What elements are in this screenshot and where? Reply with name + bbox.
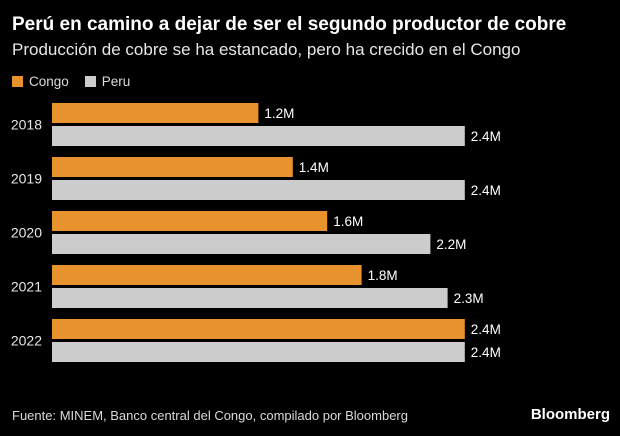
data-label-peru-2022: 2.4M (471, 345, 501, 360)
legend-label-peru: Peru (101, 74, 131, 89)
data-label-congo-2021: 1.8M (368, 268, 398, 283)
chart-title: Perú en camino a dejar de ser el segundo… (12, 14, 567, 35)
legend-item-peru: Peru (84, 74, 131, 89)
data-label-congo-2020: 1.6M (333, 214, 363, 229)
bar-peru-2020 (52, 234, 431, 254)
legend-item-congo: Congo (12, 74, 69, 89)
source-note: Fuente: MINEM, Banco central del Congo, … (12, 408, 408, 423)
legend: Congo Peru (12, 74, 146, 89)
data-label-peru-2021: 2.3M (454, 291, 484, 306)
bar-congo-2021 (52, 265, 362, 285)
bar-congo-2019 (52, 157, 293, 177)
bar-congo-2018 (52, 103, 259, 123)
year-label-2020: 2020 (11, 225, 42, 241)
legend-swatch-peru (84, 76, 96, 87)
bar-peru-2018 (52, 126, 465, 146)
data-label-peru-2019: 2.4M (471, 183, 501, 198)
year-label-2019: 2019 (11, 171, 42, 187)
bar-peru-2019 (52, 180, 465, 200)
year-label-2021: 2021 (11, 279, 42, 295)
chart-subtitle: Producción de cobre se ha estancado, per… (12, 40, 521, 59)
data-label-congo-2018: 1.2M (264, 106, 294, 121)
bloomberg-logo: Bloomberg (530, 406, 610, 423)
year-label-2018: 2018 (11, 117, 42, 133)
data-label-peru-2018: 2.4M (471, 129, 501, 144)
bar-congo-2020 (52, 211, 328, 231)
legend-swatch-congo (12, 76, 23, 87)
bar-peru-2021 (52, 288, 448, 308)
bar-peru-2022 (52, 342, 465, 362)
data-label-congo-2022: 2.4M (471, 322, 501, 337)
bar-chart: 2018 1.2M 2.4M 2019 1.4M 2.4M 2020 1.6M 2.2M 2021… (11, 103, 501, 362)
data-label-congo-2019: 1.4M (299, 160, 329, 175)
year-label-2022: 2022 (11, 333, 42, 349)
bar-congo-2022 (52, 319, 465, 339)
legend-label-congo: Congo (29, 74, 69, 89)
data-label-peru-2020: 2.2M (436, 237, 466, 252)
